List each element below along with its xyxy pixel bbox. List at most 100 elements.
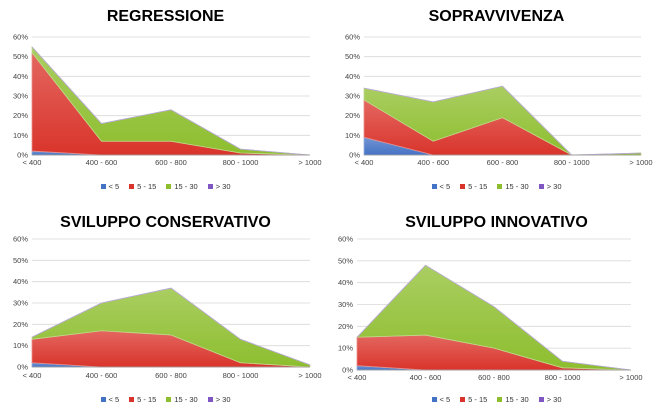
chart-legend: < 5 5 - 15 15 - 30 > 30 [331,395,662,404]
y-tick-label: 20% [345,111,360,120]
legend-item: 5 - 15 [460,395,487,404]
y-tick-label: 40% [338,278,353,287]
x-tick-label: 800 - 1000 [223,371,259,380]
chart-legend: < 5 5 - 15 15 - 30 > 30 [0,395,331,404]
y-tick-label: 20% [338,322,353,331]
legend-swatch [207,397,213,402]
legend-item: 15 - 30 [497,182,529,191]
x-tick-label: 400 - 600 [410,373,442,382]
y-tick-label: 50% [338,256,353,265]
legend-label: > 30 [215,395,231,404]
chart-panel-regressione: REGRESSIONE 0% 10% 20% 30% 40% 50% 60% < 400 400… [0,0,331,206]
x-tick-label: 400 - 600 [417,158,449,167]
y-tick-label: 40% [13,277,28,286]
chart-title: REGRESSIONE [106,8,225,25]
y-tick-label: 30% [345,92,360,101]
legend-swatch [166,184,172,189]
y-tick-label: 30% [338,300,353,309]
x-tick-label: > 1000 [298,158,321,167]
legend-item: < 5 [431,182,451,191]
legend-item: > 30 [538,395,562,404]
y-tick-label: 0% [342,366,353,375]
legend-swatch [100,397,106,402]
legend-label: 15 - 30 [505,395,529,404]
y-tick-label: 60% [13,33,28,42]
x-tick-label: 400 - 600 [86,158,118,167]
y-tick-label: 40% [13,72,28,81]
legend-label: > 30 [546,182,562,191]
legend-label: 5 - 15 [468,395,488,404]
chart-legend: < 5 5 - 15 15 - 30 > 30 [331,182,662,191]
legend-item: > 30 [207,395,231,404]
legend-label: < 5 [108,182,120,191]
y-tick-label: 50% [345,52,360,61]
legend-swatch [431,184,437,189]
legend-swatch [166,397,172,402]
chart-title: SVILUPPO CONSERVATIVO [60,214,271,231]
legend-swatch [129,184,135,189]
x-tick-label: < 400 [355,158,374,167]
legend-swatch [460,184,466,189]
legend-item: 15 - 30 [166,395,198,404]
legend-item: < 5 [431,395,451,404]
legend-label: 15 - 30 [505,182,529,191]
legend-item: 15 - 30 [166,182,198,191]
legend-swatch [207,184,213,189]
chart-plot: 0% 10% 20% 30% 40% 50% 60% < 400 400 - 600 600 - … [338,235,643,383]
legend-item: 15 - 30 [497,395,529,404]
y-tick-label: 60% [345,33,360,42]
legend-swatch [431,397,437,402]
y-tick-label: 0% [17,363,28,372]
x-tick-label: > 1000 [298,371,321,380]
x-tick-label: 600 - 800 [487,158,519,167]
legend-label: 5 - 15 [137,182,157,191]
y-tick-label: 40% [345,72,360,81]
legend-label: 15 - 30 [174,395,198,404]
x-tick-label: 800 - 1000 [545,373,581,382]
x-tick-label: 600 - 800 [155,371,187,380]
x-tick-label: 800 - 1000 [223,158,259,167]
y-tick-label: 10% [13,341,28,350]
legend-swatch [538,397,544,402]
chart-plot: 0% 10% 20% 30% 40% 50% 60% < 400 400 - 600 600 - … [13,235,322,381]
legend-item: > 30 [207,182,231,191]
legend-item: < 5 [100,395,120,404]
x-tick-label: < 400 [348,373,367,382]
legend-label: 15 - 30 [174,182,198,191]
chart-title: SVILUPPO INNOVATIVO [405,214,588,231]
chart-panel-sviluppo-innovativo: SVILUPPO INNOVATIVO 0% 10% 20% 30% 40% 50% 60%… [331,206,662,412]
y-tick-label: 10% [345,131,360,140]
legend-swatch [538,184,544,189]
y-tick-label: 0% [17,151,28,160]
chart-legend: < 5 5 - 15 15 - 30 > 30 [0,182,331,191]
y-tick-label: 20% [13,111,28,120]
chart-title: SOPRAVVIVENZA [428,8,565,25]
y-tick-label: 20% [13,320,28,329]
legend-label: < 5 [439,182,451,191]
legend-item: 5 - 15 [129,182,156,191]
y-tick-label: 10% [338,344,353,353]
y-tick-label: 50% [13,256,28,265]
y-tick-label: 30% [13,92,28,101]
y-tick-label: 30% [13,299,28,308]
y-tick-label: 60% [338,235,353,244]
legend-label: 5 - 15 [137,395,157,404]
legend-item: 5 - 15 [129,395,156,404]
legend-item: > 30 [538,182,562,191]
x-tick-label: 600 - 800 [155,158,187,167]
x-tick-label: 600 - 800 [478,373,510,382]
chart-panel-sopravvivenza: SOPRAVVIVENZA 0% 10% 20% 30% 40% 50% 60% < 400 4… [331,0,662,206]
legend-swatch [460,397,466,402]
legend-label: < 5 [439,395,451,404]
legend-item: 5 - 15 [460,182,487,191]
chart-plot: 0% 10% 20% 30% 40% 50% 60% < 400 400 - 600 600 - … [345,33,653,168]
y-tick-label: 60% [13,235,28,244]
legend-item: < 5 [100,182,120,191]
legend-label: < 5 [108,395,120,404]
x-tick-label: 800 - 1000 [554,158,590,167]
x-tick-label: < 400 [23,371,42,380]
y-tick-label: 50% [13,52,28,61]
chart-panel-sviluppo-conservativo: SVILUPPO CONSERVATIVO 0% 10% 20% 30% 40% 50% 6… [0,206,331,412]
x-tick-label: > 1000 [629,158,652,167]
legend-swatch [100,184,106,189]
